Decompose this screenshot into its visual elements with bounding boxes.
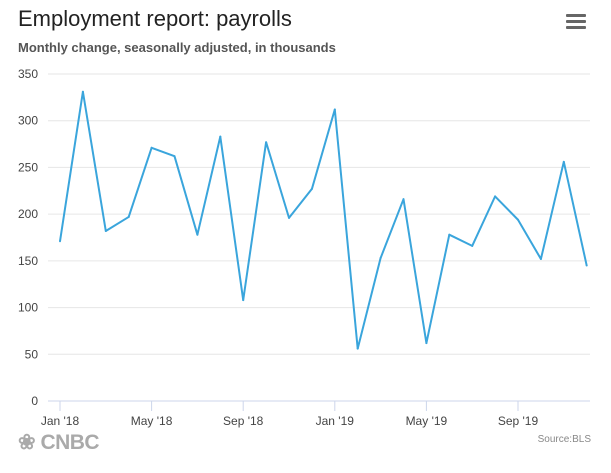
x-tick-label: Sep '18 xyxy=(223,414,264,428)
y-tick-label: 200 xyxy=(18,207,38,221)
data-point xyxy=(265,141,268,144)
data-point xyxy=(219,135,222,138)
data-point xyxy=(356,347,359,350)
x-tick-label: May '19 xyxy=(406,414,448,428)
y-tick-label: 250 xyxy=(18,160,38,174)
data-point xyxy=(196,233,199,236)
x-tick-label: May '18 xyxy=(131,414,173,428)
source-label: Source:BLS xyxy=(537,434,591,445)
data-point xyxy=(539,257,542,260)
data-point xyxy=(562,160,565,163)
data-point xyxy=(379,257,382,260)
y-tick-label: 300 xyxy=(18,114,38,128)
data-point xyxy=(288,216,290,219)
data-point xyxy=(104,229,107,232)
data-point xyxy=(310,187,313,190)
cnbc-logo: ❀ CNBC xyxy=(18,431,100,454)
data-point xyxy=(517,218,519,221)
data-point xyxy=(585,264,588,267)
y-tick-label: 0 xyxy=(31,394,38,408)
chart-title: Employment report: payrolls xyxy=(18,6,292,31)
data-point xyxy=(425,342,428,345)
data-point xyxy=(173,155,176,158)
logo-text: CNBC xyxy=(40,431,100,454)
y-tick-label: 350 xyxy=(18,67,38,81)
hamburger-menu-icon[interactable] xyxy=(566,14,586,30)
chart-subtitle: Monthly change, seasonally adjusted, in … xyxy=(18,40,336,55)
data-point xyxy=(150,146,153,149)
data-point xyxy=(448,233,451,236)
data-point xyxy=(127,215,130,218)
data-point xyxy=(59,240,61,243)
data-point xyxy=(242,299,245,302)
data-point xyxy=(81,90,84,93)
x-tick-label: Jan '18 xyxy=(41,414,80,428)
y-tick-label: 100 xyxy=(18,301,38,315)
series-line xyxy=(59,90,588,350)
data-point xyxy=(402,198,405,201)
data-point xyxy=(333,108,336,111)
data-point xyxy=(471,244,474,247)
data-point xyxy=(494,195,497,198)
x-tick-label: Sep '19 xyxy=(498,414,539,428)
y-tick-label: 150 xyxy=(18,254,38,268)
y-tick-label: 50 xyxy=(25,347,39,361)
x-tick-label: Jan '19 xyxy=(316,414,355,428)
